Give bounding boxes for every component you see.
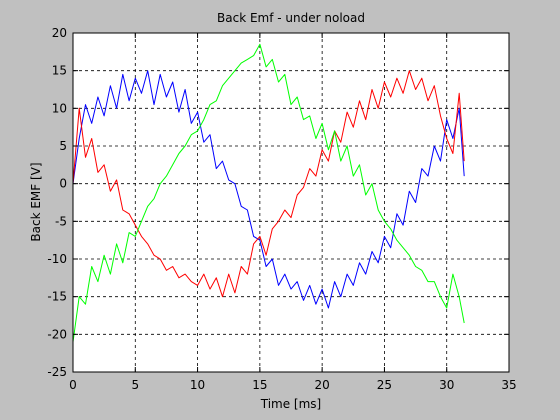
y-tick-label: 5 [59, 139, 67, 153]
y-tick-label: -25 [47, 365, 67, 379]
x-tick-label: 35 [501, 378, 516, 392]
grid-lines [73, 33, 509, 372]
y-tick-label: -15 [47, 290, 67, 304]
chart-title: Back Emf - under noload [217, 11, 365, 25]
x-tick-label: 5 [131, 378, 139, 392]
y-tick-label: -5 [55, 214, 67, 228]
y-tick-label: -10 [47, 252, 67, 266]
x-axis-label: Time [ms] [260, 397, 322, 411]
x-tick-label: 0 [69, 378, 77, 392]
x-tick-label: 30 [439, 378, 454, 392]
y-tick-label: 10 [52, 101, 67, 115]
y-tick-labels: -25 -20 -15 -10 -5 0 5 10 15 20 [47, 26, 67, 379]
series-line-3 [72, 43, 465, 342]
series-line-1 [72, 70, 465, 309]
y-tick-label: 20 [52, 26, 67, 40]
x-tick-label: 20 [315, 378, 330, 392]
x-tick-labels: 0 5 10 15 20 25 30 35 [69, 378, 516, 392]
plot-area [73, 33, 509, 372]
y-tick-label: -20 [47, 327, 67, 341]
y-axis-label: Back EMF [V] [29, 162, 43, 241]
y-tick-label: 0 [59, 177, 67, 191]
x-tick-label: 25 [377, 378, 392, 392]
x-tick-label: 10 [190, 378, 205, 392]
plot-frame [72, 32, 510, 373]
series-group [72, 43, 465, 342]
x-tick-label: 15 [252, 378, 267, 392]
y-tick-label: 15 [52, 64, 67, 78]
tick-marks [72, 32, 510, 373]
series-line-2 [72, 70, 465, 298]
